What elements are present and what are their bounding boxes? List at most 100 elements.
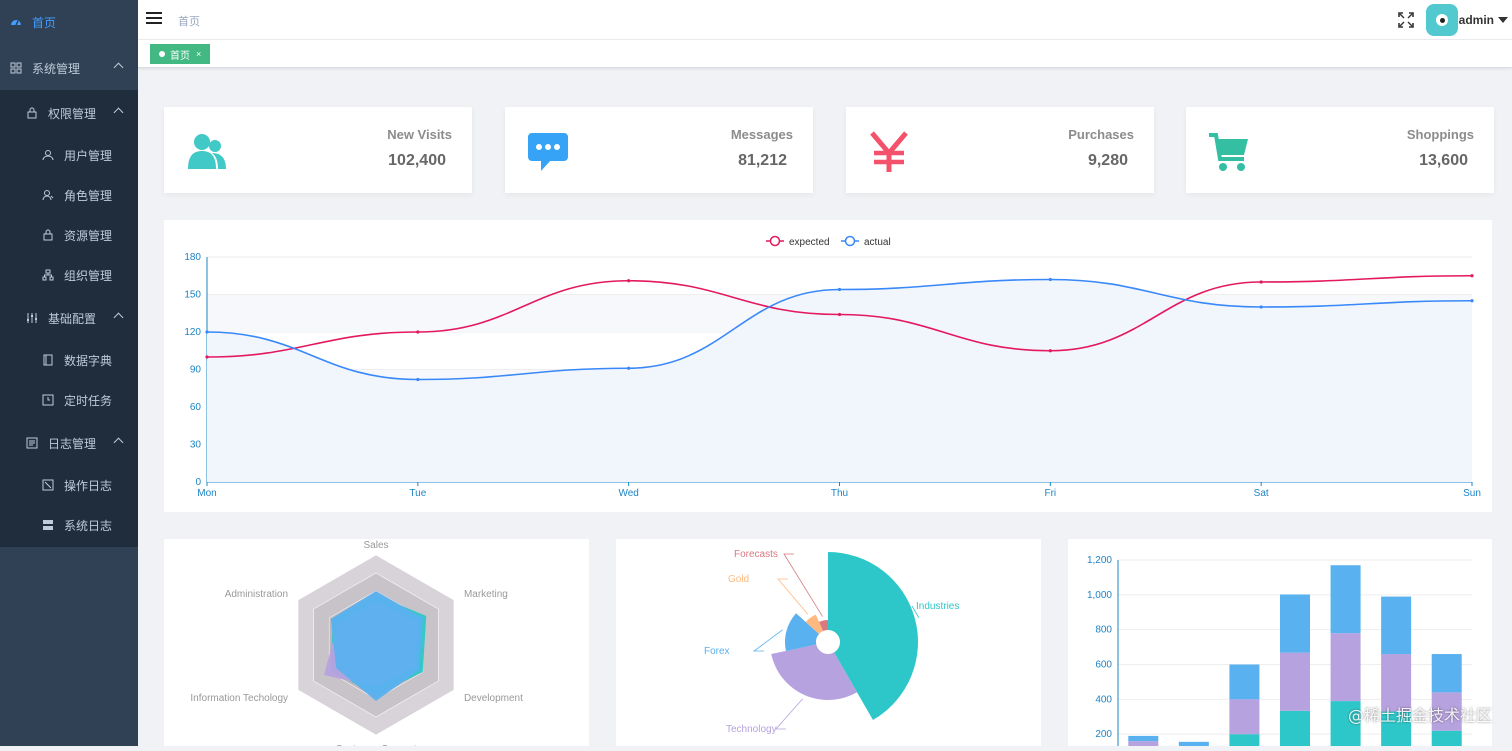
chevron-up-icon	[114, 438, 124, 448]
card-value: 102,400	[388, 152, 446, 170]
sidebar-item-operation-log[interactable]: 操作日志	[0, 463, 138, 507]
y-tick-label: 800	[1095, 625, 1112, 636]
sidebar-item-basic-config[interactable]: 基础配置	[0, 296, 138, 340]
log-icon	[42, 479, 54, 491]
y-tick-label: 60	[190, 402, 202, 413]
stat-card-purchases[interactable]: Purchases 9,280	[846, 107, 1154, 193]
sidebar-item-label: 日志管理	[48, 435, 96, 452]
card-title: New Visits	[387, 127, 452, 142]
sidebar: 首页 系统管理 权限管理 用户管理 角色管理 资源管理 组织管理 基础配置 数据…	[0, 0, 138, 746]
y-tick-label: 400	[1095, 694, 1112, 705]
sidebar-item-label: 权限管理	[48, 105, 96, 122]
tags-view: 首页 ×	[138, 40, 1512, 68]
sidebar-item-home[interactable]: 首页	[0, 0, 138, 44]
caret-down-icon[interactable]	[1498, 17, 1508, 23]
sidebar-item-users[interactable]: 用户管理	[0, 133, 138, 177]
sidebar-item-system-log[interactable]: 系统日志	[0, 503, 138, 547]
bar-segment	[1432, 654, 1462, 692]
y-tick-label: 600	[1095, 660, 1112, 671]
card-value: 13,600	[1419, 152, 1468, 170]
y-tick-label: 200	[1095, 729, 1112, 740]
sidebar-item-label: 操作日志	[64, 477, 112, 494]
pie-slice-label: Gold	[728, 574, 749, 585]
bar-segment	[1331, 633, 1361, 701]
bar-segment	[1432, 731, 1462, 746]
sidebar-item-resources[interactable]: 资源管理	[0, 213, 138, 257]
bar-segment	[1280, 594, 1310, 652]
x-tick-label: Wed	[618, 488, 638, 499]
pie-label-line	[778, 579, 808, 614]
y-tick-label: 90	[190, 365, 202, 376]
sidebar-item-permission[interactable]: 权限管理	[0, 91, 138, 135]
data-point	[416, 330, 419, 333]
stat-card-messages[interactable]: Messages 81,212	[505, 107, 813, 193]
card-title: Messages	[731, 127, 793, 142]
pie-slice-label: Industries	[916, 601, 959, 612]
sidebar-item-roles[interactable]: 角色管理	[0, 173, 138, 217]
data-point	[1049, 278, 1052, 281]
sidebar-item-label: 定时任务	[64, 392, 112, 409]
sidebar-item-dictionary[interactable]: 数据字典	[0, 338, 138, 382]
data-point	[1260, 280, 1263, 283]
data-point	[205, 330, 208, 333]
radar-indicator-label: Administration	[225, 589, 288, 600]
sidebar-item-org[interactable]: 组织管理	[0, 253, 138, 297]
stat-card-visits[interactable]: New Visits 102,400	[164, 107, 472, 193]
x-tick-label: Tue	[409, 488, 426, 499]
hamburger-menu-icon[interactable]	[146, 12, 162, 26]
role-icon	[42, 189, 54, 201]
sidebar-item-scheduled-tasks[interactable]: 定时任务	[0, 378, 138, 422]
pie-slice-label: Forex	[704, 646, 730, 657]
chevron-up-icon	[114, 313, 124, 323]
bar-segment	[1331, 565, 1361, 633]
x-tick-label: Fri	[1044, 488, 1056, 499]
chevron-up-icon	[114, 63, 124, 73]
sidebar-item-label: 资源管理	[64, 227, 112, 244]
pie-slice-label: Technology	[726, 724, 777, 735]
breadcrumb[interactable]: 首页	[178, 13, 200, 29]
y-tick-label: 1,000	[1087, 590, 1112, 601]
x-tick-label: Sat	[1254, 488, 1269, 499]
radar-chart-panel: SalesMarketingDevelopmentCustomer Suppor…	[164, 539, 589, 746]
data-point	[1049, 349, 1052, 352]
bar-segment	[1381, 597, 1411, 654]
bar-segment	[1229, 734, 1259, 746]
x-tick-label: Thu	[831, 488, 848, 499]
sidebar-item-system[interactable]: 系统管理	[0, 46, 138, 90]
stat-card-shoppings[interactable]: Shoppings 13,600	[1186, 107, 1494, 193]
sidebar-item-label: 角色管理	[64, 187, 112, 204]
legend-label: expected	[789, 237, 830, 248]
data-point	[1470, 274, 1473, 277]
sidebar-item-label: 首页	[32, 14, 56, 31]
radar-indicator-label: Sales	[363, 540, 388, 551]
card-title: Shoppings	[1407, 127, 1474, 142]
data-point	[627, 367, 630, 370]
sidebar-item-logs[interactable]: 日志管理	[0, 421, 138, 465]
sliders-icon	[26, 312, 38, 324]
close-icon[interactable]: ×	[196, 49, 201, 59]
fullscreen-icon[interactable]	[1398, 12, 1414, 28]
x-tick-label: Mon	[197, 488, 216, 499]
x-tick-label: Sun	[1463, 488, 1481, 499]
y-tick-label: 180	[184, 252, 201, 263]
chevron-up-icon	[114, 108, 124, 118]
sidebar-item-label: 基础配置	[48, 310, 96, 327]
y-tick-label: 0	[195, 477, 201, 488]
pie-label-line	[784, 554, 823, 617]
log-icon	[26, 437, 38, 449]
bar-segment	[1229, 665, 1259, 700]
sidebar-item-label: 系统日志	[64, 517, 112, 534]
server-icon	[42, 519, 54, 531]
tag-home[interactable]: 首页 ×	[150, 44, 210, 64]
username[interactable]: admin	[1459, 13, 1494, 27]
sidebar-item-label: 系统管理	[32, 60, 80, 77]
bar-segment	[1128, 741, 1158, 746]
radar-indicator-label: Marketing	[464, 589, 508, 600]
lock-icon	[42, 229, 54, 241]
org-icon	[42, 269, 54, 281]
avatar[interactable]	[1426, 4, 1458, 36]
